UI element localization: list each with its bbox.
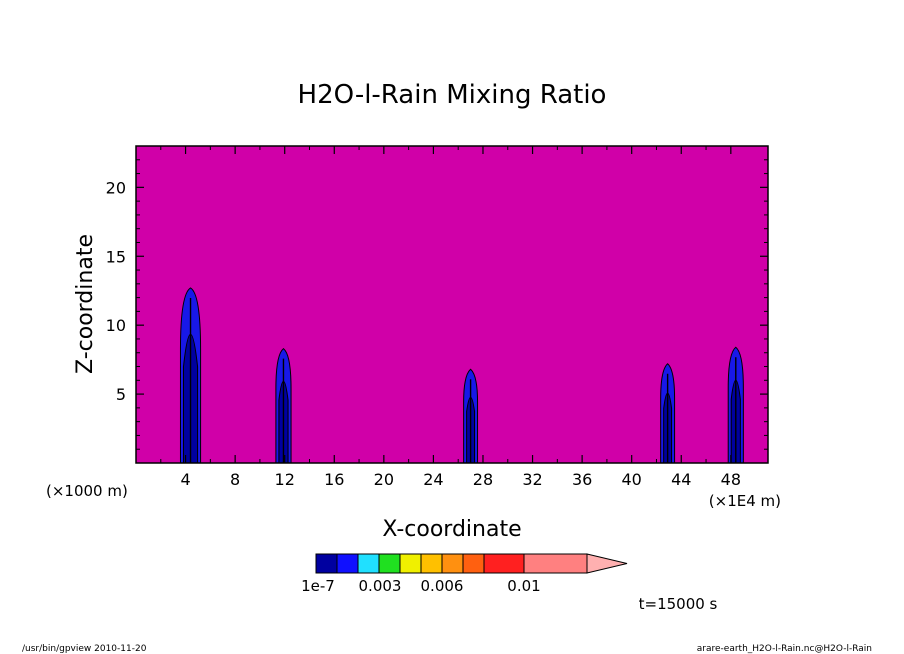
colorbar-swatch xyxy=(336,553,359,574)
rain-column xyxy=(179,287,202,464)
y-tick-label: 15 xyxy=(106,247,126,266)
y-tick-label: 5 xyxy=(116,385,126,404)
y-axis-label: Z-coordinate xyxy=(73,234,98,374)
x-tick-label: 24 xyxy=(423,470,443,489)
x-tick-label: 48 xyxy=(721,470,741,489)
x-axis-label: X-coordinate xyxy=(382,517,521,542)
plot-area xyxy=(135,145,769,464)
y-tick-label: 10 xyxy=(106,316,126,335)
x-tick-label: 28 xyxy=(473,470,493,489)
x-tick-label: 12 xyxy=(275,470,295,489)
colorbar-label: 0.006 xyxy=(421,577,464,595)
x-tick-label: 16 xyxy=(324,470,344,489)
colorbar-labels: 1e-7 0.003 0.006 0.01 xyxy=(301,577,541,595)
footer-left: /usr/bin/gpview 2010-11-20 xyxy=(22,644,147,654)
rain-columns xyxy=(179,287,744,464)
x-tick-label: 4 xyxy=(180,470,190,489)
x-tick-label: 8 xyxy=(230,470,240,489)
x-tick-labels: 4 8 12 16 20 24 28 32 36 40 44 48 xyxy=(180,470,741,489)
colorbar-label: 0.01 xyxy=(507,577,540,595)
rain-column xyxy=(660,363,676,464)
colorbar-swatch xyxy=(399,553,422,574)
colorbar-swatch xyxy=(357,553,380,574)
colorbar-swatch xyxy=(378,553,401,574)
rain-column xyxy=(727,346,744,464)
colorbar-swatch xyxy=(420,553,443,574)
colorbar-arrow xyxy=(586,553,628,574)
x-unit-right: (×1E4 m) xyxy=(709,492,781,510)
x-tick-label: 36 xyxy=(572,470,592,489)
colorbar-swatch xyxy=(483,553,525,574)
axis-ticks xyxy=(136,146,768,463)
x-tick-label: 32 xyxy=(522,470,542,489)
x-unit-left: (×1000 m) xyxy=(46,482,128,500)
colorbar-label: 0.003 xyxy=(359,577,402,595)
rain-column xyxy=(463,368,479,464)
colorbar-label: 1e-7 xyxy=(301,577,335,595)
y-tick-label: 20 xyxy=(106,178,126,197)
plot-frame xyxy=(135,145,769,464)
rain-column xyxy=(275,347,292,464)
x-tick-label: 40 xyxy=(622,470,642,489)
colorbar-swatch xyxy=(441,553,464,574)
colorbar xyxy=(315,553,628,574)
colorbar-swatch xyxy=(523,553,588,574)
colorbar-swatch xyxy=(462,553,485,574)
time-label: t=15000 s xyxy=(639,595,718,613)
x-tick-label: 20 xyxy=(374,470,394,489)
y-tick-labels: 5 10 15 20 xyxy=(106,178,126,404)
chart-title: H2O-l-Rain Mixing Ratio xyxy=(298,80,607,110)
colorbar-swatch xyxy=(315,553,338,574)
footer-right: arare-earth_H2O-l-Rain.nc@H2O-l-Rain xyxy=(697,644,872,654)
x-tick-label: 44 xyxy=(671,470,691,489)
